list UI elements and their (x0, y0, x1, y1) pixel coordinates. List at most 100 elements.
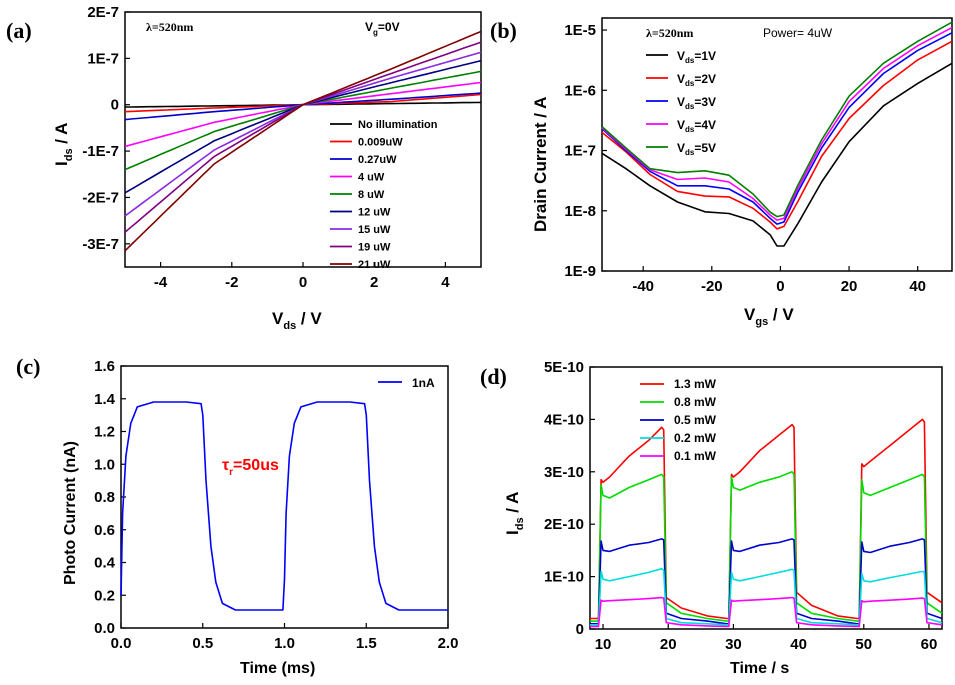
panel-d-ytick-label: 4E-10 (544, 411, 584, 428)
panel-c-ytick-label: 0.4 (94, 555, 116, 572)
panel-c-xtick-label: 1.0 (274, 635, 295, 652)
panel-a-ylabel-sub: ds (63, 148, 75, 161)
panel-d-series-line (590, 470, 943, 622)
panel-a-label: (a) (6, 18, 32, 43)
panel-a-ytick-label: -1E-7 (82, 143, 119, 160)
panel-a-legend-label: 8 uW (358, 189, 385, 201)
panel-b-legend-label-rest: =3V (694, 95, 716, 109)
panel-c-ytick-label: 1.6 (94, 358, 115, 375)
panel-b-ytick-label: 1E-6 (564, 82, 596, 99)
panel-b-legend-label-main: V (677, 141, 685, 155)
panel-b-series-line (601, 62, 953, 247)
panel-a-annotation-vg-rest: =0V (378, 20, 400, 34)
panel-d-legend-label: 0.2 mW (674, 431, 717, 445)
panel-b-legend-label: Vds=5V (677, 141, 716, 157)
panel-c-xtick-label: 0.0 (111, 635, 132, 652)
panel-d-ytick-label: 2E-10 (544, 516, 584, 533)
panel-b-ytick-label: 1E-5 (564, 22, 596, 39)
panel-a-xtick-label: -4 (154, 274, 168, 291)
panel-a-annotation-vg: Vg=0V (365, 20, 400, 37)
panel-a: (a) -4 -2 0 2 4 2E-7 1E-7 0 -1E-7 -2E-7 -3E-7 λ=52… (6, 4, 482, 332)
panel-b-series-line (601, 32, 953, 225)
panel-c-ytick-label: 0.0 (94, 620, 115, 637)
panel-a-xtick-label: 2 (370, 274, 378, 291)
panel-a-legend-label: 12 uW (358, 207, 391, 219)
panel-b-xtick-label: 20 (841, 278, 858, 295)
panel-d-xtick-label: 50 (855, 636, 872, 653)
panel-c-xtick-label: 0.5 (192, 635, 213, 652)
panel-a-legend-label: 4 uW (358, 172, 385, 184)
panel-b-legend-label: Vds=1V (677, 49, 716, 65)
panel-c-ylabel: Photo Current (nA) (62, 441, 79, 585)
panel-b-legend-label: Vds=2V (677, 72, 716, 88)
panel-c-ytick-label: 0.8 (94, 489, 115, 506)
panel-b-legend-label: Vds=3V (677, 95, 716, 111)
panel-b-legend-label-main: V (677, 118, 685, 132)
panel-a-legend-label: No illumination (358, 119, 438, 131)
panel-b-annotation-power: Power= 4uW (763, 26, 833, 40)
panel-b-label: (b) (490, 18, 517, 43)
panel-a-xtick-label: 4 (441, 274, 450, 291)
panel-d-ylabel-unit: / A (503, 492, 522, 518)
panel-d-ytick-label: 3E-10 (544, 464, 584, 481)
panel-d-ytick-label: 1E-10 (544, 569, 584, 586)
panel-d-ytick-label: 0 (576, 621, 584, 638)
panel-b-annotation-wavelength: λ=520nm (646, 26, 693, 40)
panel-a-series-line (124, 30, 482, 252)
panel-d-ylabel: Ids / A (503, 492, 526, 535)
panel-b-legend-label-rest: =2V (694, 72, 716, 86)
panel-c-ytick-label: 0.2 (94, 587, 115, 604)
panel-a-ticks: -4 -2 0 2 4 2E-7 1E-7 0 -1E-7 -2E-7 -3E-7 (82, 4, 450, 291)
panel-b-ytick-label: 1E-9 (564, 263, 596, 280)
panel-a-legend-label: 21 uW (358, 259, 391, 271)
panel-c-ytick-label: 0.6 (94, 522, 115, 539)
panel-d-ytick-label: 5E-10 (544, 359, 584, 376)
panel-b-legend-label-main: V (677, 95, 685, 109)
panel-b-legend-label-main: V (677, 72, 685, 86)
panel-a-ytick-label: -3E-7 (82, 236, 119, 253)
panel-a-legend-label: 0.009uW (358, 137, 403, 149)
panel-b-legend-label-sub: ds (685, 56, 695, 65)
panel-b-legend-label-sub: ds (685, 102, 695, 111)
panel-b-xlabel-sub: gs (755, 316, 768, 328)
panel-a-legend-label: 0.27uW (358, 154, 397, 166)
panel-b-xlabel-main: V (744, 305, 756, 324)
panel-d-legend: 1.3 mW 0.8 mW 0.5 mW 0.2 mW 0.1 mW (640, 377, 717, 463)
panel-b-legend-label-rest: =5V (694, 141, 716, 155)
panel-b-series (601, 21, 953, 247)
panel-d-series-line (590, 538, 943, 625)
panel-b-legend-label-sub: ds (685, 79, 695, 88)
panel-b-series-line (601, 21, 953, 218)
panel-d-ylabel-sub: ds (514, 517, 526, 530)
panel-b-legend-label-main: V (677, 49, 685, 63)
panel-a-annotation-wavelength: λ=520nm (146, 20, 193, 34)
panel-d-series-line (590, 418, 943, 620)
panel-d: (d) 10 20 30 40 50 60 0 1E-10 2E-10 3E-10 4E-10 5E-… (480, 359, 943, 677)
panel-a-xtick-label: 0 (299, 274, 307, 291)
panel-b-xlabel-unit: / V (768, 305, 794, 324)
panel-c-xtick-label: 1.5 (356, 635, 377, 652)
panel-d-ylabel-main: I (503, 530, 522, 535)
panel-a-legend-label: 15 uW (358, 224, 391, 236)
panel-c-ytick-label: 1.0 (94, 456, 115, 473)
panel-c: (c) 0.0 0.5 1.0 1.5 2.0 0.0 0.2 0.4 0.6 0.8 1.0 1.2… (16, 354, 458, 677)
panel-c-xtick-label: 2.0 (438, 635, 459, 652)
panel-a-xlabel-unit: / V (296, 309, 322, 328)
panel-c-annotation-tau-rest: =50us (233, 457, 279, 474)
panel-b-series-line (601, 40, 953, 230)
panel-a-ytick-label: -2E-7 (82, 189, 119, 206)
panel-a-series-line (124, 51, 482, 217)
panel-d-series-line (590, 596, 943, 628)
panel-d-legend-label: 0.8 mW (674, 395, 717, 409)
panel-b-xtick-label: 0 (776, 278, 784, 295)
panel-a-xlabel-sub: ds (283, 320, 296, 332)
panel-c-xlabel: Time (ms) (240, 660, 315, 677)
panel-a-ylabel: Ids / A (52, 123, 75, 166)
panel-c-series-line (120, 401, 448, 611)
panel-a-xlabel: Vds / V (272, 309, 322, 332)
panel-b-xtick-label: -40 (632, 278, 654, 295)
panel-b-ytick-label: 1E-7 (564, 143, 596, 160)
panel-b-xlabel: Vgs / V (744, 305, 794, 328)
